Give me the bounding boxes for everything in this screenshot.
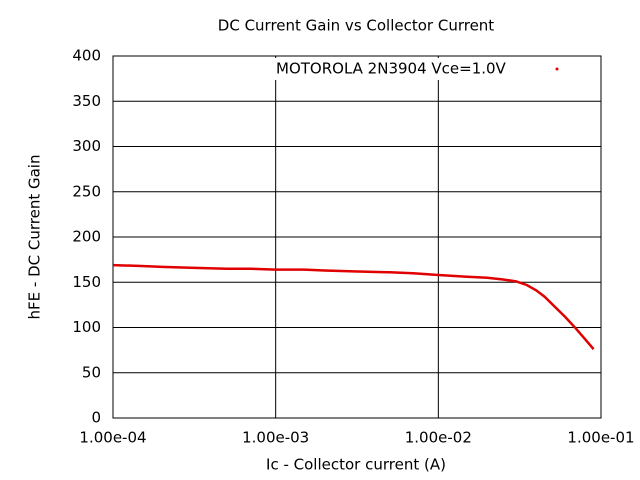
legend-marker <box>555 67 559 71</box>
y-tick-label: 100 <box>72 318 101 336</box>
x-axis-label: Ic - Collector current (A) <box>266 456 446 474</box>
data-line <box>112 263 595 351</box>
y-tick-label: 350 <box>72 92 101 110</box>
y-tick-label: 0 <box>91 409 101 427</box>
y-tick-label: 300 <box>72 137 101 155</box>
y-tick-label: 200 <box>72 228 101 246</box>
legend-box <box>258 58 576 80</box>
chart-title: DC Current Gain vs Collector Current <box>218 17 495 35</box>
x-tick-label: 1.00e-03 <box>242 429 309 447</box>
x-tick-label: 1.00e-04 <box>79 429 146 447</box>
y-tick-label: 250 <box>72 182 101 200</box>
y-tick-label: 150 <box>72 273 101 291</box>
y-tick-label: 400 <box>72 47 101 65</box>
plot-frame <box>112 55 602 419</box>
x-tick-label: 1.00e-02 <box>405 429 472 447</box>
legend-label: MOTOROLA 2N3904 Vce=1.0V <box>276 60 507 78</box>
x-tick-label: 1.00e-01 <box>567 429 634 447</box>
y-tick-label: 50 <box>82 363 101 381</box>
y-axis-label: hFE - DC Current Gain <box>26 155 44 320</box>
